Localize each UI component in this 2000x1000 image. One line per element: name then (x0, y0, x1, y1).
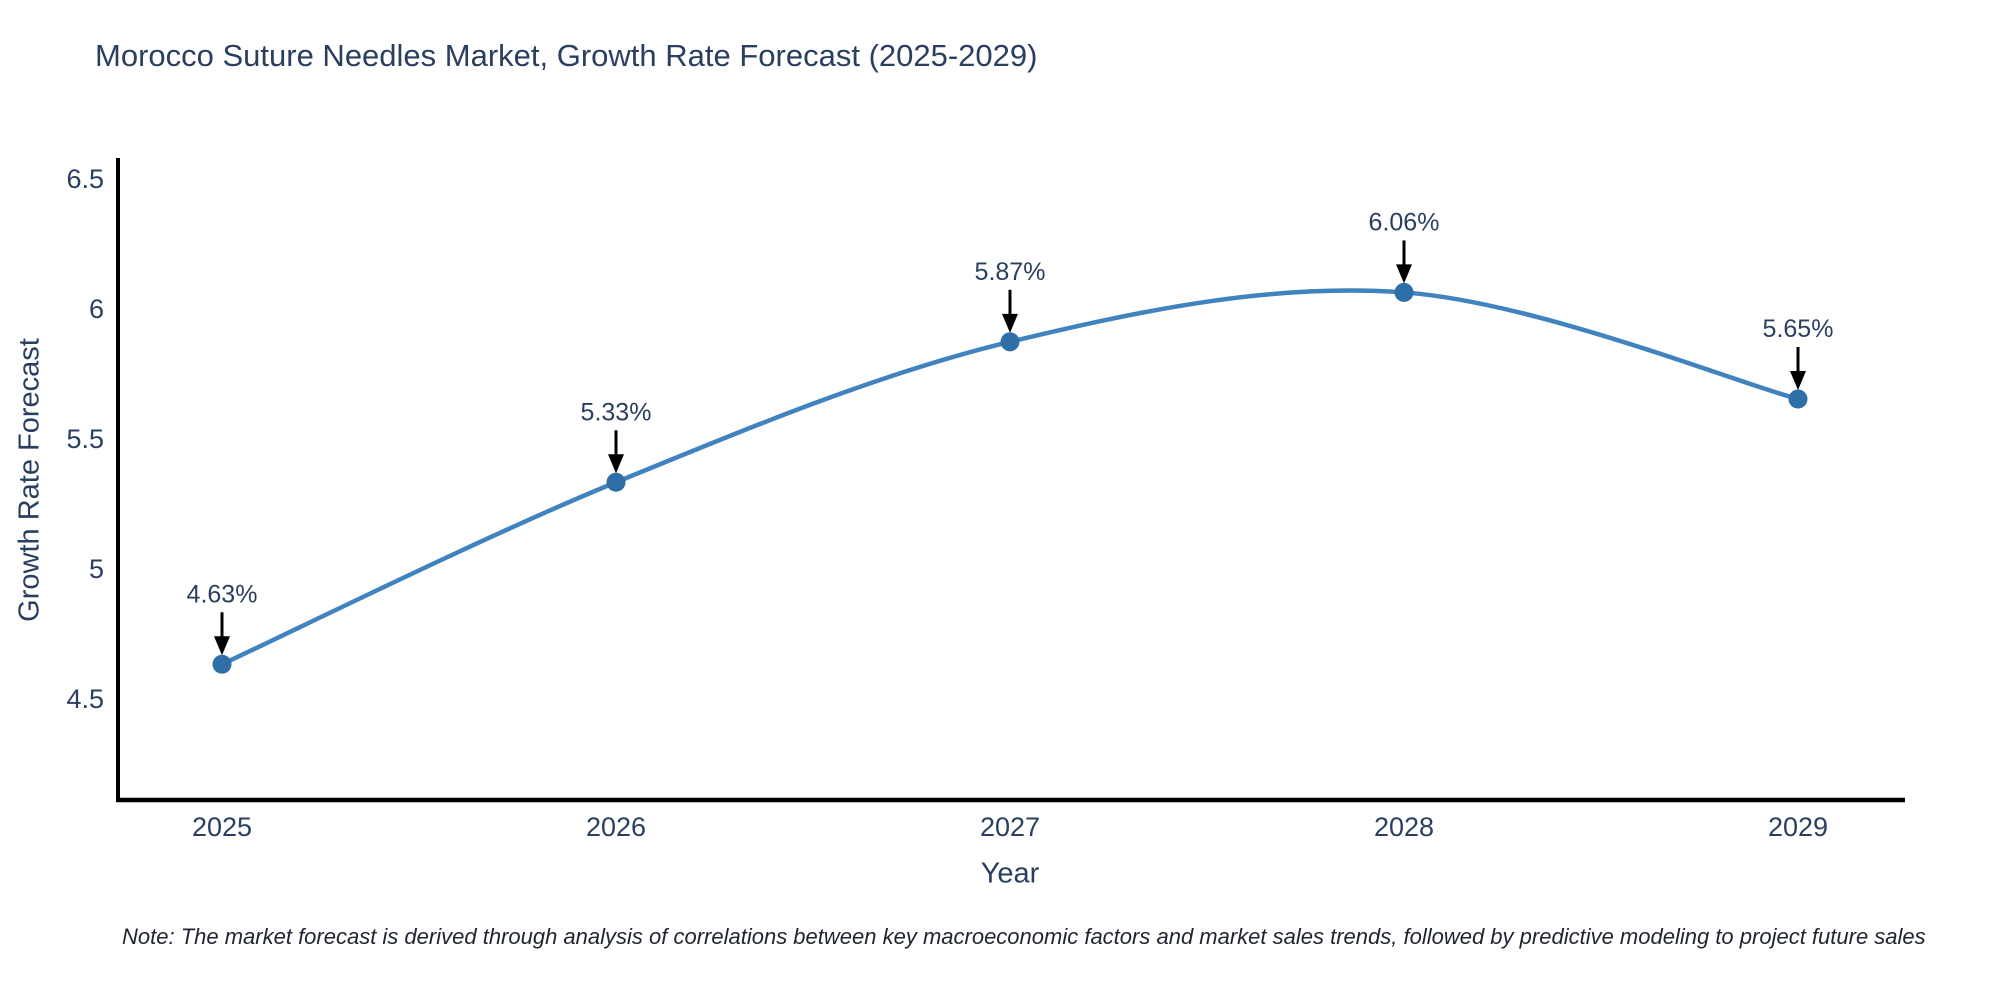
data-point-2029 (1788, 389, 1808, 409)
x-tick-label: 2029 (1768, 812, 1828, 842)
chart-title: Morocco Suture Needles Market, Growth Ra… (95, 38, 1038, 73)
y-tick-label: 5 (89, 554, 104, 584)
x-tick-label: 2027 (980, 812, 1040, 842)
annotation-arrowhead-icon (1790, 371, 1806, 391)
data-point-2025 (212, 654, 232, 674)
x-axis-title: Year (980, 857, 1040, 890)
footnote: Note: The market forecast is derived thr… (122, 924, 1926, 949)
data-point-2027 (1000, 332, 1020, 352)
data-point-2028 (1394, 282, 1414, 302)
x-tick-label: 2028 (1374, 812, 1434, 842)
y-tick-label: 6.5 (66, 164, 104, 194)
annotation-arrowhead-icon (608, 454, 624, 474)
data-label-2028: 6.06% (1369, 208, 1440, 236)
annotation-arrowhead-icon (1396, 264, 1412, 284)
data-label-2025: 4.63% (187, 580, 258, 608)
x-tick-label: 2025 (192, 812, 252, 842)
data-label-2027: 5.87% (975, 258, 1046, 286)
data-label-2029: 5.65% (1763, 315, 1834, 343)
annotation-arrowhead-icon (1002, 313, 1018, 333)
y-tick-label: 5.5 (66, 424, 104, 454)
data-label-2026: 5.33% (581, 398, 652, 426)
annotation-arrowhead-icon (214, 636, 230, 656)
y-tick-label: 6 (89, 294, 104, 324)
y-tick-label: 4.5 (66, 684, 104, 714)
data-point-2026 (606, 472, 626, 492)
x-tick-label: 2026 (586, 812, 646, 842)
